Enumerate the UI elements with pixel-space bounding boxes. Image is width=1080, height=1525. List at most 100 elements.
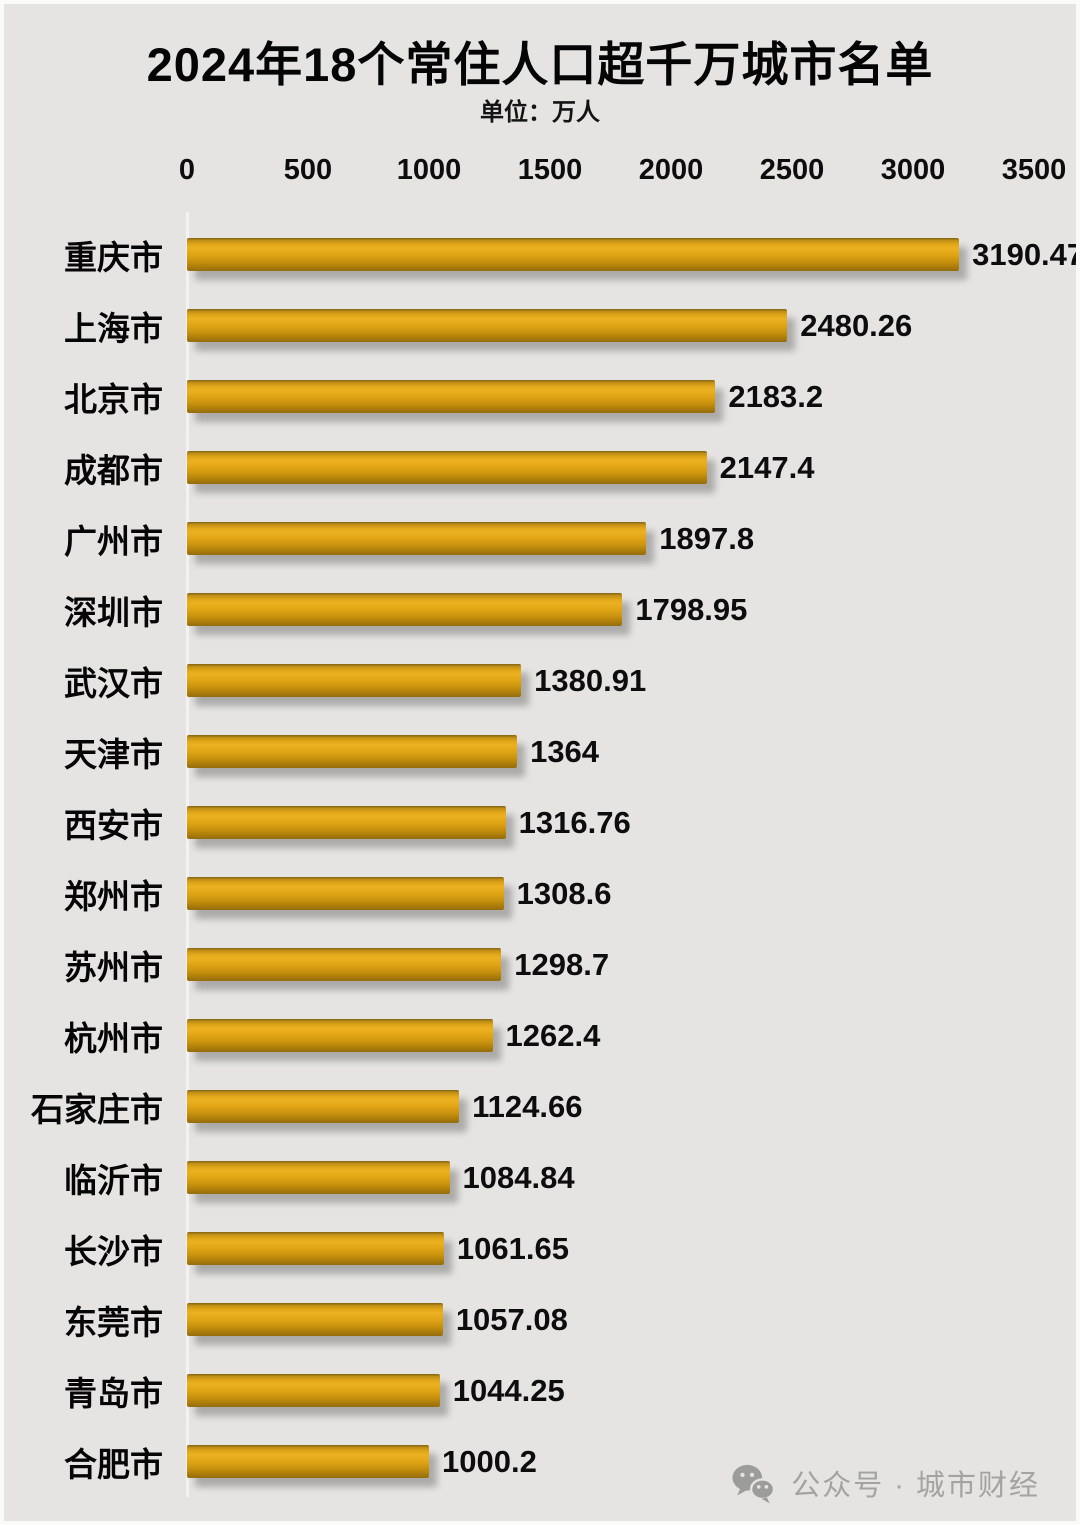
value-label: 1308.6	[516, 875, 612, 911]
bar-row: 长沙市 1061.65	[4, 1213, 1076, 1284]
bar-track: 1380.91	[187, 663, 1076, 698]
city-label: 广州市	[64, 522, 163, 560]
bar	[187, 664, 522, 697]
bar-track: 1262.4	[187, 1017, 1076, 1053]
bar	[187, 1019, 493, 1052]
bar-track: 1316.76	[187, 804, 1076, 840]
bar-row: 广州市 1897.8	[4, 503, 1076, 574]
value-label: 1000.2	[442, 1443, 537, 1479]
city-label: 郑州市	[64, 877, 163, 915]
bar-row: 青岛市 1044.25	[4, 1355, 1076, 1426]
bar-row: 东莞市 1057.08	[4, 1284, 1076, 1355]
city-label: 深圳市	[64, 593, 163, 631]
value-label: 1044.25	[452, 1372, 565, 1408]
city-label: 北京市	[64, 380, 163, 418]
axis-tick-label: 2500	[759, 154, 825, 186]
value-label: 1897.8	[659, 520, 755, 556]
value-label: 3190.47	[972, 236, 1080, 272]
bar	[187, 877, 504, 910]
city-label: 东莞市	[64, 1303, 163, 1341]
bar	[187, 380, 716, 413]
bar-row: 武汉市 1380.91	[4, 645, 1076, 716]
value-label: 1316.76	[518, 804, 631, 840]
axis-tick-label: 2000	[638, 154, 704, 186]
bar	[187, 593, 623, 626]
bar-track: 1298.7	[187, 946, 1076, 982]
bar-row: 合肥市 1000.2	[4, 1426, 1076, 1497]
bar-track: 2147.4	[187, 449, 1076, 485]
axis-tick-label: 3000	[880, 154, 946, 186]
city-label: 天津市	[64, 735, 163, 773]
bar-rows: 重庆市 3190.47 上海市 2480.26 北京市 2183.2 成都市 2147.4 广州…	[4, 219, 1080, 1497]
city-label: 杭州市	[64, 1019, 163, 1057]
bar	[187, 1232, 444, 1265]
bar-track: 1057.08	[187, 1301, 1076, 1337]
city-label: 苏州市	[64, 948, 163, 986]
value-label: 1057.08	[455, 1301, 568, 1337]
value-label: 1262.4	[505, 1017, 601, 1053]
bar	[187, 735, 518, 768]
city-label: 成都市	[64, 451, 163, 489]
bar-track: 1308.6	[187, 875, 1076, 911]
chart-title: 2024年18个常住人口超千万城市名单	[146, 38, 934, 91]
city-label: 石家庄市	[31, 1090, 163, 1128]
y-axis-line	[186, 212, 189, 1497]
bar	[187, 1303, 443, 1336]
bar-row: 深圳市 1798.95	[4, 574, 1076, 645]
axis-tick-label: 500	[283, 154, 333, 186]
city-label: 武汉市	[64, 664, 163, 702]
bar-track: 1364	[187, 733, 1076, 769]
bar	[187, 1445, 430, 1478]
bar-track: 3190.47	[187, 236, 1080, 272]
city-label: 长沙市	[64, 1232, 163, 1270]
bar-row: 临沂市 1084.84	[4, 1142, 1076, 1213]
bar-track: 1000.2	[187, 1443, 1076, 1479]
value-label: 1798.95	[635, 591, 748, 627]
bar	[187, 309, 788, 342]
bar	[187, 1090, 460, 1123]
bar-row: 西安市 1316.76	[4, 787, 1076, 858]
value-label: 2480.26	[800, 307, 913, 343]
axis-tick-labels: 0 500 1000 1500 2000 2500 3000 3500	[179, 154, 1066, 190]
bar	[187, 238, 960, 271]
bar-track: 1897.8	[187, 520, 1076, 556]
bar-row: 上海市 2480.26	[4, 290, 1076, 361]
bar-row: 北京市 2183.2	[4, 361, 1076, 432]
value-label: 1364	[530, 733, 600, 769]
city-label: 重庆市	[64, 238, 163, 276]
bar-row: 成都市 2147.4	[4, 432, 1076, 503]
watermark-footer: 公众号 · 城市财经	[729, 1462, 1040, 1504]
value-label: 1124.66	[472, 1088, 583, 1124]
bar-row: 重庆市 3190.47	[4, 219, 1080, 290]
bar-track: 1044.25	[187, 1372, 1076, 1408]
bar-track: 1124.66	[187, 1088, 1076, 1124]
bar-track: 1084.84	[187, 1159, 1076, 1195]
bar	[187, 806, 506, 839]
bar	[187, 1374, 440, 1407]
city-label: 上海市	[64, 309, 163, 347]
bar-row: 苏州市 1298.7	[4, 929, 1076, 1000]
unit-label: 单位：万人	[480, 99, 600, 126]
bar-track: 1061.65	[187, 1230, 1076, 1266]
wechat-icon	[732, 1464, 776, 1504]
value-label: 2183.2	[728, 378, 824, 414]
bar	[187, 451, 707, 484]
axis-tick-label: 0	[178, 154, 196, 186]
bar-row: 杭州市 1262.4	[4, 1000, 1076, 1071]
value-label: 1061.65	[456, 1230, 569, 1266]
bar-track: 2183.2	[187, 378, 1076, 414]
city-label: 青岛市	[64, 1374, 163, 1412]
watermark-text: 公众号 · 城市财经	[791, 1470, 1040, 1502]
value-label: 1298.7	[514, 946, 610, 982]
city-label: 临沂市	[64, 1161, 163, 1199]
bar-row: 天津市 1364	[4, 716, 1076, 787]
value-label: 2147.4	[719, 449, 815, 485]
city-label: 西安市	[64, 806, 163, 844]
city-label: 合肥市	[64, 1445, 163, 1483]
bar	[187, 948, 502, 981]
bar	[187, 1161, 450, 1194]
bar	[187, 522, 647, 555]
axis-tick-label: 1500	[517, 154, 583, 186]
value-label: 1084.84	[462, 1159, 575, 1195]
